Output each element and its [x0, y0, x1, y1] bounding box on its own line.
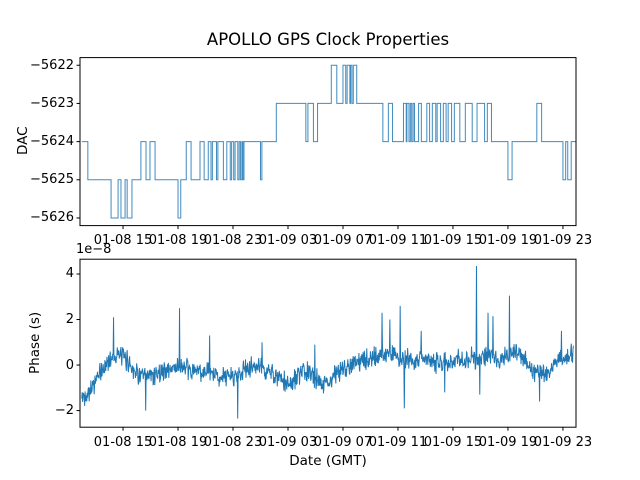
top-xtick-label: 01-09 19	[478, 233, 538, 248]
bottom-xtick-label: 01-09 15	[423, 435, 483, 450]
top-ytick-label: −5625	[30, 172, 74, 188]
bottom-ytick-label: 4	[65, 266, 74, 282]
top-xtick-label: 01-08 19	[148, 233, 208, 248]
top-axes	[79, 57, 577, 227]
top-xtick-label: 01-09 03	[258, 233, 318, 248]
top-xtick-label: 01-09 23	[533, 233, 593, 248]
top-xtick-label: 01-08 23	[203, 233, 263, 248]
bottom-xtick-label: 01-08 23	[203, 435, 263, 450]
top-ytick-label: −5623	[30, 95, 74, 111]
top-xtick-label: 01-08 15	[93, 233, 153, 248]
top-xtick-label: 01-09 07	[313, 233, 373, 248]
bottom-axes	[79, 258, 577, 428]
date-axis-label: Date (GMT)	[289, 453, 367, 469]
top-ytick-label: −5622	[30, 57, 74, 73]
bottom-xtick-label: 01-09 23	[533, 435, 593, 450]
top-ytick-label: −5624	[30, 134, 74, 150]
phase-noise-line	[81, 266, 574, 419]
bottom-xtick-label: 01-08 15	[93, 435, 153, 450]
bottom-xtick-label: 01-09 03	[258, 435, 318, 450]
bottom-xtick-label: 01-08 19	[148, 435, 208, 450]
bottom-xtick-label: 01-09 11	[368, 435, 428, 450]
top-xtick-label: 01-09 11	[368, 233, 428, 248]
bottom-xtick-label: 01-09 19	[478, 435, 538, 450]
top-ytick-label: −5626	[30, 210, 74, 226]
phase-axis-label: Phase (s)	[27, 311, 43, 375]
dac-step-line	[81, 64, 576, 219]
bottom-ytick-label: 0	[65, 357, 74, 373]
top-xtick-label: 01-09 15	[423, 233, 483, 248]
scale-offset-label: 1e−8	[76, 242, 112, 257]
figure-title: APOLLO GPS Clock Properties	[206, 30, 450, 49]
bottom-xtick-label: 01-09 07	[313, 435, 373, 450]
bottom-ytick-label: 2	[65, 312, 74, 328]
bottom-ytick-label: −2	[54, 403, 74, 419]
